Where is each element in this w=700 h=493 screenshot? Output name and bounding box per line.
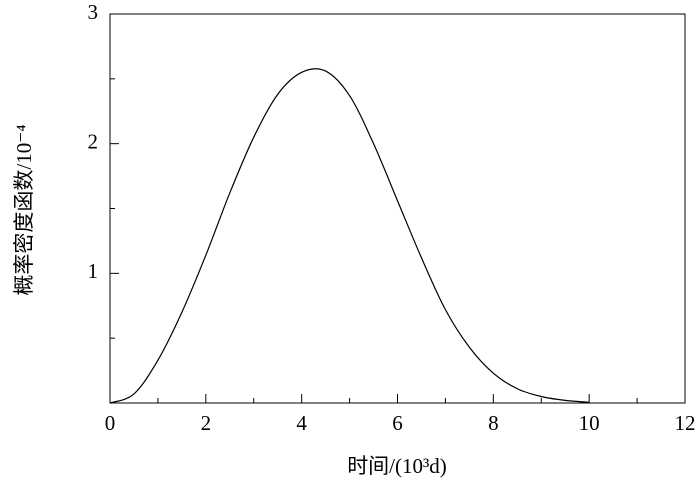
x-tick-label: 12 — [675, 411, 696, 435]
plot-frame — [109, 13, 686, 404]
x-tick-label: 8 — [488, 411, 499, 435]
y-tick-label: 2 — [88, 129, 99, 153]
y-tick-label: 1 — [88, 259, 99, 283]
y-tick-label: 3 — [88, 0, 99, 24]
x-tick-label: 4 — [296, 411, 307, 435]
x-tick-label: 6 — [392, 411, 403, 435]
x-axis-label: 时间/(10³d) — [347, 454, 447, 478]
x-tick-label: 2 — [201, 411, 212, 435]
density-curve — [109, 68, 590, 404]
x-tick-label: 0 — [105, 411, 116, 435]
y-axis-label: 概率密度函数/10⁻⁴ — [12, 124, 36, 295]
x-tick-label: 10 — [579, 411, 600, 435]
